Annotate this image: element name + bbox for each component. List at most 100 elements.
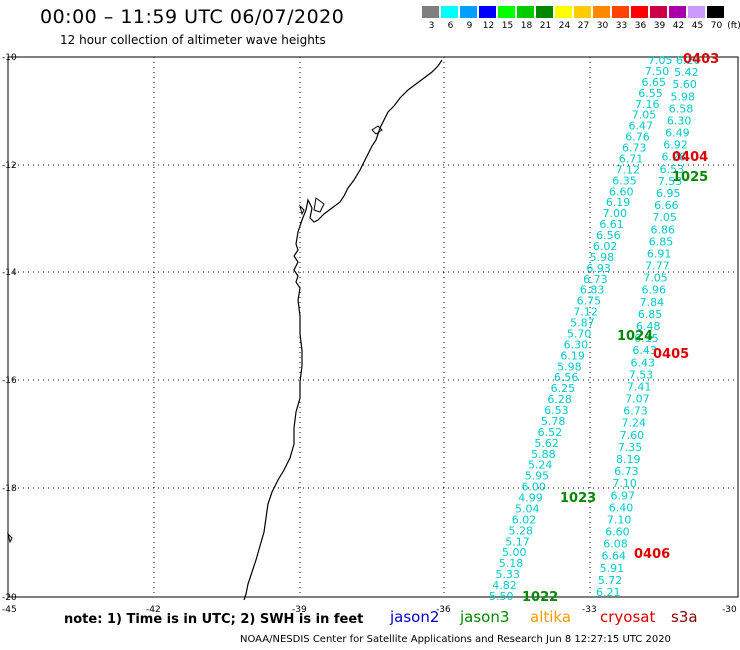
- satellite-s3a-label: s3a: [671, 608, 698, 626]
- swh-value-track-a: 6.76: [625, 131, 650, 144]
- swh-value-track-a: 7.50: [645, 65, 670, 78]
- swh-value-track-a: 6.75: [577, 295, 602, 308]
- swh-value-track-b: 7.07: [625, 393, 650, 406]
- swh-value-track-a: 6.71: [619, 152, 644, 165]
- lat-tick-label: -16: [2, 376, 17, 386]
- swh-value-track-a: 6.55: [638, 87, 663, 100]
- swh-value-track-a: 6.35: [612, 174, 637, 187]
- swh-value-track-a: 4.99: [518, 492, 543, 505]
- legend-label: 42: [672, 21, 685, 31]
- axis-labels: -10 -12 -14 -16 -18 -20 -45 -42 -39 -36 -33 -30: [2, 53, 737, 615]
- swh-value-track-b: 6.30: [667, 114, 692, 127]
- lon-tick-label: -45: [2, 605, 17, 615]
- swh-value-track-b: 5.91: [600, 562, 625, 575]
- lon-tick-label: -33: [582, 605, 597, 615]
- legend-swatch: [479, 6, 496, 18]
- legend-swatch: [555, 6, 572, 18]
- swh-value-track-a: 5.28: [508, 524, 532, 537]
- swh-value-track-a: 6.28: [547, 393, 572, 406]
- pass-time-label: 0405: [653, 347, 689, 362]
- legend-swatch: [536, 6, 553, 18]
- satellite-jason2-label: jason2: [390, 608, 440, 626]
- swh-value-track-b: 8.19: [616, 453, 641, 466]
- swh-value-track-a: 5.33: [495, 568, 520, 581]
- map-frame: [7, 56, 739, 598]
- legend-swatch: [688, 6, 705, 18]
- swh-value-track-b: 6.20: [676, 54, 701, 67]
- legend-label: 6: [447, 21, 454, 31]
- swh-value-track-b: 7.41: [627, 380, 652, 393]
- legend-label: 36: [634, 21, 647, 31]
- chart-title: 00:00 – 11:59 UTC 06/07/2020: [40, 6, 345, 28]
- legend-label: 21: [539, 21, 552, 31]
- swh-value-track-a: 6.73: [622, 142, 647, 155]
- swh-value-track-a: 6.65: [642, 76, 667, 89]
- lon-tick-label: -42: [146, 605, 161, 615]
- swh-value-track-a: 7.12: [616, 163, 641, 176]
- swh-value-track-a: 5.87: [570, 317, 595, 330]
- swh-value-track-b: 6.97: [611, 489, 636, 502]
- swh-value-track-a: 5.78: [541, 415, 566, 428]
- satellite-altika-label: altika: [530, 608, 572, 626]
- swh-value-track-b: 6.73: [623, 405, 648, 418]
- swh-value-track-b: 6.58: [669, 102, 694, 115]
- swh-value-track-a: 5.18: [499, 557, 524, 570]
- swh-value-track-a: 6.61: [599, 218, 624, 231]
- swh-value-track-a: 6.53: [544, 404, 569, 417]
- swh-value-track-a: 6.52: [538, 426, 563, 439]
- swh-value-track-b: 6.15: [634, 332, 659, 345]
- legend-label: 24: [558, 21, 571, 31]
- satellite-jason3-label: jason3: [460, 608, 510, 626]
- swh-value-track-b: 6.66: [654, 199, 679, 212]
- lat-lon-grid: [7, 56, 739, 598]
- lon-tick-label: -39: [292, 605, 307, 615]
- pass-time-label: 1023: [560, 491, 596, 506]
- swh-value-track-a: 6.56: [596, 229, 621, 242]
- swh-value-track-a: 6.19: [560, 349, 585, 362]
- footer-note: note: 1) Time is in UTC; 2) SWH is in fe…: [64, 612, 364, 627]
- pass-time-label: 0403: [683, 52, 719, 67]
- legend-swatch: [498, 6, 515, 18]
- swh-value-track-b: 7.60: [620, 429, 645, 442]
- swh-value-track-b: 6.43: [632, 344, 657, 357]
- swh-value-track-b: 6.53: [660, 163, 685, 176]
- legend-label: 18: [520, 21, 533, 31]
- pass-time-label: 0404: [672, 150, 708, 165]
- swh-value-track-b: 6.48: [636, 320, 661, 333]
- swh-value-track-b: 6.43: [631, 356, 656, 369]
- swh-value-track-b: 7.10: [607, 513, 632, 526]
- credit-line: NOAA/NESDIS Center for Satellite Applica…: [240, 634, 671, 645]
- satellite-cryosat-label: cryosat: [600, 608, 656, 626]
- legend-swatch: [574, 6, 591, 18]
- legend-label: 27: [577, 21, 590, 31]
- lat-tick-label: -18: [2, 484, 17, 494]
- chart-subtitle: 12 hour collection of altimeter wave hei…: [60, 33, 326, 47]
- swh-value-track-b: 6.28: [661, 151, 686, 164]
- pass-time-label: 0406: [634, 547, 670, 562]
- swh-value-track-a: 5.17: [505, 535, 530, 548]
- swh-value-track-b: 7.77: [645, 260, 670, 273]
- swh-value-track-b: 7.05: [643, 272, 668, 285]
- swh-value-track-a: 7.05: [648, 54, 673, 67]
- pass-time-label: 1024: [617, 329, 653, 344]
- swh-value-track-a: 6.60: [609, 185, 634, 198]
- lon-tick-label: -30: [722, 605, 737, 615]
- altimeter-tracks: 7.057.506.656.557.167.056.476.766.736.71…: [489, 54, 701, 603]
- swh-value-track-a: 6.02: [512, 513, 537, 526]
- swh-value-track-b: 6.95: [656, 187, 681, 200]
- lat-tick-label: -14: [2, 268, 17, 278]
- legend-swatch: [650, 6, 667, 18]
- swh-value-track-a: 5.95: [525, 470, 550, 483]
- lon-tick-label: -36: [436, 605, 451, 615]
- swh-value-track-a: 6.47: [629, 120, 654, 133]
- legend-swatch: [441, 6, 458, 18]
- lat-tick-label: -10: [2, 53, 17, 63]
- legend-label: 15: [501, 21, 514, 31]
- swh-value-track-a: 7.12: [573, 306, 598, 319]
- legend-label: 3: [428, 21, 435, 31]
- swh-value-track-a: 5.50: [489, 590, 514, 603]
- pass-time-label: 1022: [522, 590, 558, 605]
- swh-value-track-a: 5.88: [531, 448, 556, 461]
